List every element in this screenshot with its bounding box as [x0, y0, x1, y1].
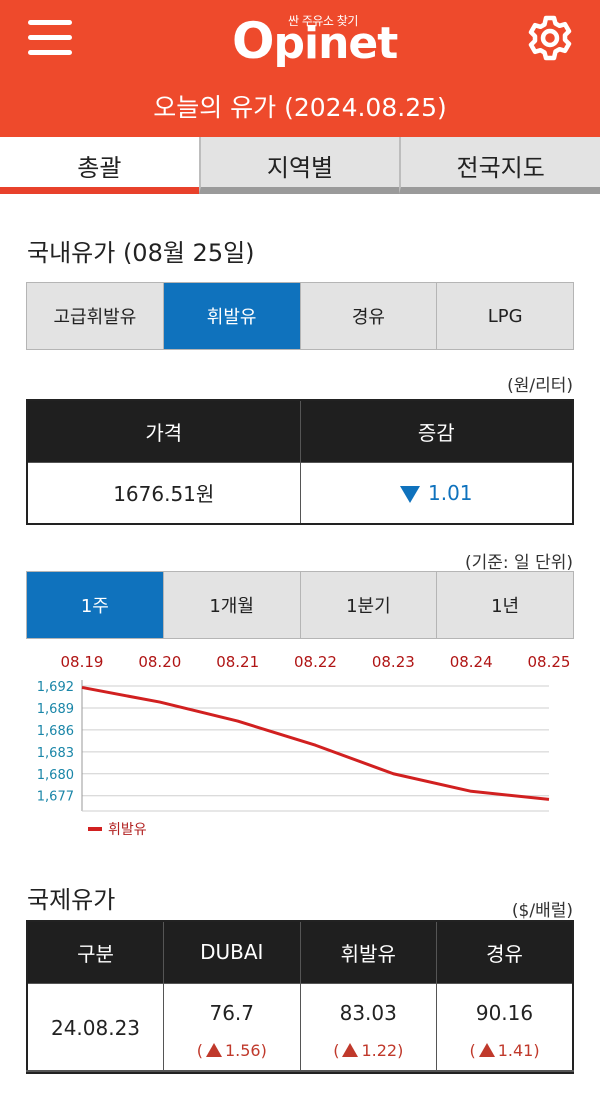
change-header: 증감 [299, 400, 573, 462]
domestic-title: 국내유가 (08월 25일) [27, 239, 255, 267]
change-value: 1.01 [427, 480, 473, 505]
dubai-change: 1.56 [224, 1041, 261, 1061]
logo-subtitle: 싼 주유소 찾기 [288, 14, 358, 28]
diesel-value: 90.16 [475, 1001, 534, 1026]
international-title: 국제유가 [27, 886, 116, 914]
price-change: 1.01 [299, 461, 574, 525]
fuel-premium-button[interactable]: 고급휘발유 [27, 283, 163, 349]
intl-diesel-cell: 90.16 (1.41) [436, 982, 574, 1074]
period-unit: (기준: 일 단위) [465, 553, 573, 573]
y-tick-label: 1,680 [37, 768, 74, 783]
tab-summary[interactable]: 총괄 [0, 137, 199, 194]
period-1week-button[interactable]: 1주 [27, 572, 163, 638]
international-unit: ($/배럴) [511, 901, 573, 921]
price-value: 1676.51원 [26, 461, 301, 525]
col-diesel: 경유 [436, 921, 573, 983]
diesel-change: 1.41 [497, 1041, 534, 1061]
app-header: 싼 주유소 찾기 Opinet 오늘의 유가 (2024.08.25) [0, 0, 600, 137]
divider [26, 1070, 574, 1072]
main-tabs: 총괄 지역별 전국지도 [0, 137, 600, 194]
x-tick-label: 08.25 [528, 653, 571, 671]
opinet-logo: 싼 주유소 찾기 Opinet [232, 8, 398, 70]
page-title: 오늘의 유가 (2024.08.25) [153, 93, 447, 122]
intl-dubai-cell: 76.7 (1.56) [163, 982, 301, 1074]
chart-legend: 휘발유 [88, 819, 147, 839]
logo-o: O [232, 12, 275, 70]
fuel-type-selector: 고급휘발유 휘발유 경유 LPG [26, 282, 574, 350]
col-category: 구분 [27, 921, 164, 983]
gasoline-value: 83.03 [339, 1001, 397, 1026]
x-tick-label: 08.20 [138, 653, 181, 671]
dubai-value: 76.7 [209, 1001, 255, 1026]
gasoline-change: 1.22 [361, 1041, 398, 1061]
price-header: 가격 [27, 400, 300, 462]
fuel-diesel-button[interactable]: 경유 [299, 283, 437, 349]
period-1year-button[interactable]: 1년 [436, 572, 573, 638]
chart-svg: 1,692 1,689 1,686 1,683 1,680 1,677 08.19 08.20… [37, 653, 571, 812]
hamburger-menu-icon[interactable] [28, 20, 74, 56]
fuel-gasoline-button[interactable]: 휘발유 [162, 283, 300, 349]
period-selector: 1주 1개월 1분기 1년 [26, 571, 574, 639]
intl-gasoline-cell: 83.03 (1.22) [299, 982, 437, 1074]
down-arrow-icon [399, 485, 420, 503]
legend-label: 휘발유 [108, 822, 147, 838]
y-tick-label: 1,686 [37, 724, 74, 739]
international-price-table: 구분 DUBAI 휘발유 경유 24.08.23 76.7 (1.56) 83.… [26, 920, 574, 1074]
domestic-price-table: 가격 증감 1676.51원 1.01 [26, 399, 574, 525]
price-chart: 1,692 1,689 1,686 1,683 1,680 1,677 08.19 08.20… [0, 645, 600, 845]
up-arrow-icon [478, 1043, 495, 1058]
up-arrow-icon [205, 1043, 222, 1058]
logo-text: pinet [273, 18, 399, 69]
x-tick-label: 08.23 [372, 653, 415, 671]
x-tick-label: 08.19 [61, 653, 104, 671]
x-tick-label: 08.21 [216, 653, 259, 671]
y-tick-label: 1,683 [37, 746, 74, 761]
series-line [81, 685, 550, 801]
up-arrow-icon [342, 1043, 359, 1058]
col-dubai: DUBAI [163, 921, 300, 983]
x-tick-label: 08.24 [450, 653, 493, 671]
col-gasoline: 휘발유 [299, 921, 437, 983]
intl-date: 24.08.23 [26, 982, 164, 1074]
period-1month-button[interactable]: 1개월 [162, 572, 300, 638]
legend-swatch [88, 827, 102, 831]
tab-national-map[interactable]: 전국지도 [399, 137, 600, 194]
x-tick-label: 08.22 [294, 653, 337, 671]
y-tick-label: 1,689 [37, 702, 74, 717]
gear-icon[interactable] [526, 14, 574, 62]
fuel-lpg-button[interactable]: LPG [436, 283, 573, 349]
y-tick-label: 1,692 [37, 680, 74, 695]
y-tick-label: 1,677 [37, 790, 74, 805]
tab-by-region[interactable]: 지역별 [198, 137, 400, 194]
domestic-unit: (원/리터) [507, 376, 573, 396]
period-1quarter-button[interactable]: 1분기 [299, 572, 437, 638]
